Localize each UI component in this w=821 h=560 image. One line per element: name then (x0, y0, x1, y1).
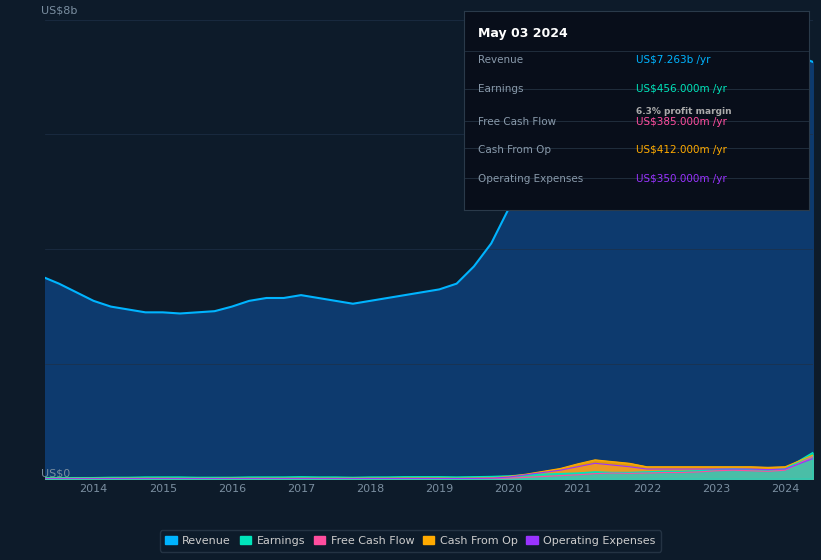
Text: US$350.000m /yr: US$350.000m /yr (636, 174, 727, 184)
Text: Earnings: Earnings (478, 84, 523, 94)
Text: US$8b: US$8b (41, 5, 78, 15)
Text: Cash From Op: Cash From Op (478, 146, 551, 155)
Text: US$412.000m /yr: US$412.000m /yr (636, 146, 727, 155)
Text: US$7.263b /yr: US$7.263b /yr (636, 55, 711, 65)
Text: Free Cash Flow: Free Cash Flow (478, 116, 556, 127)
Text: US$456.000m /yr: US$456.000m /yr (636, 84, 727, 94)
Text: US$0: US$0 (41, 469, 71, 479)
Text: Operating Expenses: Operating Expenses (478, 174, 583, 184)
Text: 6.3% profit margin: 6.3% profit margin (636, 106, 732, 115)
Text: Revenue: Revenue (478, 55, 523, 65)
Text: May 03 2024: May 03 2024 (478, 27, 567, 40)
Text: US$385.000m /yr: US$385.000m /yr (636, 116, 727, 127)
Legend: Revenue, Earnings, Free Cash Flow, Cash From Op, Operating Expenses: Revenue, Earnings, Free Cash Flow, Cash … (160, 530, 661, 552)
